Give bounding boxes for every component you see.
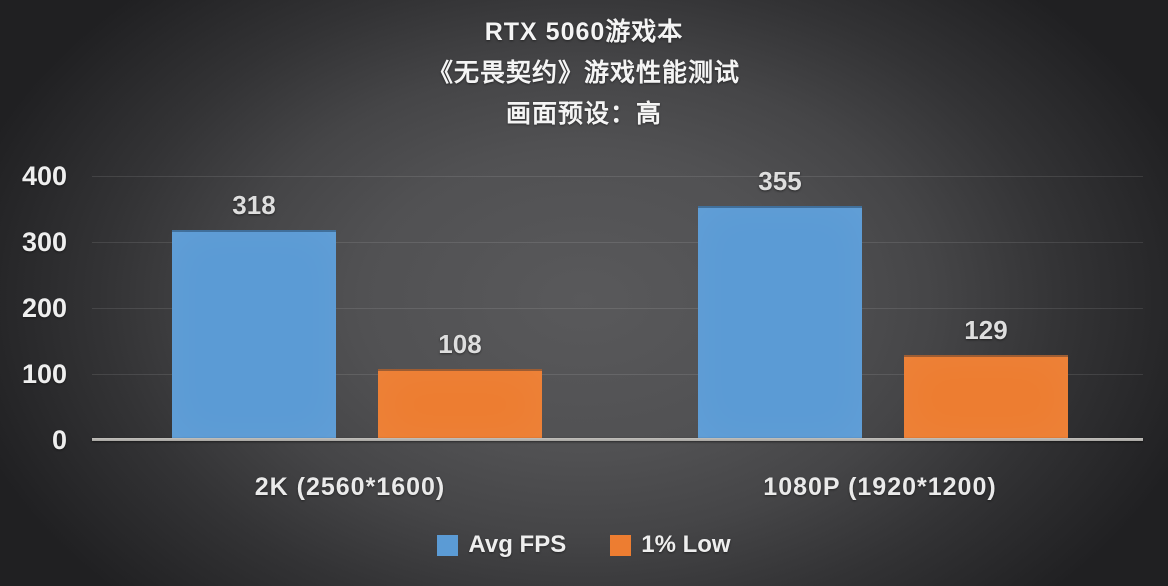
y-tick-400: 400 [21,161,67,191]
title-line-game: 《无畏契约》游戏性能测试 [427,59,740,87]
avg-fps-swatch-icon [437,534,459,556]
gridline-100 [92,374,1143,375]
chart-legend: Avg FPS 1% Low [0,531,1168,559]
gridline-400 [92,176,1143,177]
x-axis-line [92,438,1143,441]
legend-label-avg-fps: Avg FPS [468,531,567,558]
one-percent-low-swatch-icon [610,534,632,556]
x-label-2k: 2K (2560*1600) [254,473,446,501]
bar-value-label: 108 [438,328,482,359]
gridline-300 [92,242,1143,243]
chart-title: RTX 5060游戏本 《无畏契约》游戏性能测试 画面预设：高 [0,12,1168,135]
legend-item-1pct-low: 1% Low [610,531,731,559]
bar-1pct-low-2k: 108 [378,329,542,440]
bar-value-label: 355 [758,165,802,196]
plot-area: 318 108 355 129 [92,166,1143,441]
y-tick-300: 300 [21,227,67,257]
x-label-1080p: 1080P (1920*1200) [763,473,997,501]
legend-label-1pct-low: 1% Low [641,531,731,558]
y-tick-100: 100 [21,359,67,389]
legend-item-avg-fps: Avg FPS [437,531,566,559]
title-line-preset: 画面预设：高 [505,100,662,128]
bar-1pct-low-1080p: 129 [904,315,1068,440]
bar-avg-fps-1080p: 355 [698,166,862,440]
gridline-200 [92,308,1143,309]
bar-value-label: 318 [232,190,276,221]
bar-value-label: 129 [964,314,1008,345]
title-line-gpu: RTX 5060游戏本 [484,18,684,46]
y-tick-0: 0 [51,425,67,455]
bar-avg-fps-2k: 318 [172,190,336,440]
y-tick-200: 200 [21,293,67,323]
